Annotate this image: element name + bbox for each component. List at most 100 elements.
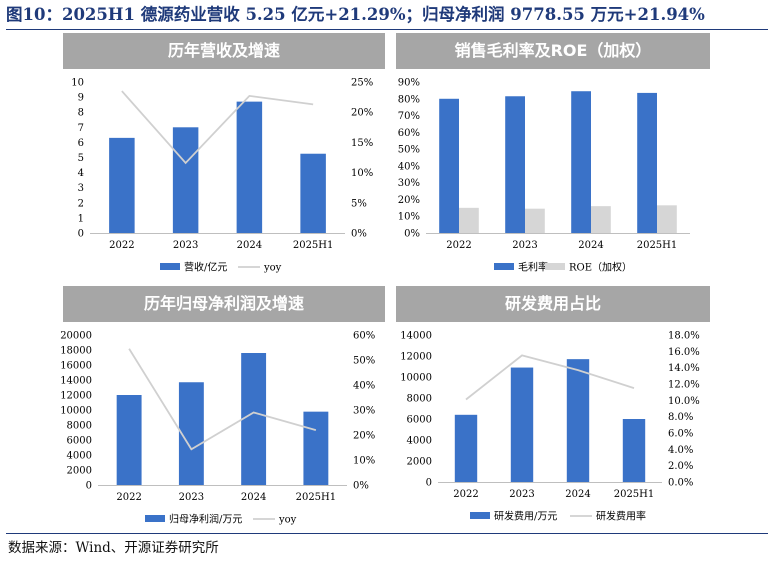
y-tick-label: 9 <box>78 93 84 104</box>
y2-tick-label: 10.0% <box>668 396 700 407</box>
y-tick-label: 0 <box>426 478 432 489</box>
y2-tick-label: 12.0% <box>668 380 700 391</box>
y2-tick-label: 50% <box>353 356 375 367</box>
y2-tick-label: 6.0% <box>668 429 693 440</box>
y-tick-label: 10000 <box>60 406 92 417</box>
y2-tick-label: 4.0% <box>668 445 693 456</box>
x-tick-label: 2024 <box>237 240 262 251</box>
x-tick-label: 2022 <box>109 240 134 251</box>
y-tick-label: 14000 <box>60 376 92 387</box>
panel-title: 历年营收及增速 <box>63 33 385 69</box>
legend-label: yoy <box>278 515 297 526</box>
y2-tick-label: 20% <box>351 108 373 119</box>
y-tick-label: 30% <box>398 178 420 189</box>
legend-label: yoy <box>263 263 282 274</box>
bar <box>637 92 657 234</box>
bar <box>172 127 199 233</box>
y2-tick-label: 14.0% <box>668 363 700 374</box>
revenue-chart-panel: 历年营收及增速 <box>63 33 385 273</box>
y2-tick-label: 10% <box>351 168 373 179</box>
bar <box>591 206 611 233</box>
y-tick-label: 1 <box>78 213 84 224</box>
legend-swatch <box>494 263 514 270</box>
y-tick-label: 20% <box>398 195 420 206</box>
bar <box>459 207 479 233</box>
y-tick-label: 2000 <box>407 457 432 468</box>
y-tick-label: 4000 <box>407 436 432 447</box>
bar <box>454 414 478 482</box>
y2-tick-label: 5% <box>351 198 367 209</box>
y-tick-label: 0 <box>78 229 84 240</box>
y-tick-label: 10% <box>398 212 420 223</box>
y-tick-label: 10000 <box>400 373 432 384</box>
bar <box>505 96 525 233</box>
y-tick-label: 12000 <box>60 391 92 402</box>
series-line <box>465 354 635 401</box>
x-tick-label: 2022 <box>453 489 478 500</box>
panel-title: 研发费用占比 <box>396 286 710 322</box>
legend-label: 营收/亿元 <box>184 261 227 274</box>
bar <box>657 205 677 233</box>
y-tick-label: 8000 <box>407 394 432 405</box>
x-tick-label: 2025H1 <box>296 492 337 503</box>
x-tick-label: 2024 <box>241 492 266 503</box>
legend-label: ROE（加权） <box>569 261 632 274</box>
legend-label: 研发费用率 <box>596 510 646 523</box>
y-tick-label: 10 <box>71 78 84 89</box>
y2-tick-label: 25% <box>351 78 373 89</box>
y-tick-label: 6 <box>78 138 84 149</box>
y2-tick-label: 8.0% <box>668 412 693 423</box>
y-tick-label: 8 <box>78 108 84 119</box>
y2-tick-label: 10% <box>353 456 375 467</box>
net-profit-chart-panel: 历年归母净利润及增速 <box>63 286 385 526</box>
bar <box>566 359 590 482</box>
y2-tick-label: 60% <box>353 331 375 342</box>
figure-title: 图10：2025H1 德源药业营收 5.25 亿元+21.29%；归母净利润 9… <box>6 5 705 24</box>
source-note: 数据来源：Wind、开源证券研究所 <box>8 540 219 556</box>
bar <box>236 101 263 233</box>
bottom-rule <box>6 533 768 534</box>
bar <box>116 395 142 485</box>
bar <box>303 411 329 485</box>
y-tick-label: 7 <box>78 123 84 134</box>
legend-swatch <box>470 512 490 519</box>
y-tick-label: 14000 <box>400 331 432 342</box>
x-tick-label: 2022 <box>446 240 471 251</box>
bar <box>109 137 135 233</box>
y-tick-label: 70% <box>398 111 420 122</box>
x-tick-label: 2025H1 <box>614 489 655 500</box>
y-tick-label: 60% <box>398 128 420 139</box>
y-tick-label: 4000 <box>67 451 92 462</box>
bar <box>571 91 591 233</box>
y2-tick-label: 18.0% <box>668 331 700 342</box>
y-tick-label: 6000 <box>67 436 92 447</box>
rd-expense-chart-panel: 研发费用占比 <box>396 286 710 526</box>
legend-swatch <box>145 515 165 522</box>
y2-tick-label: 16.0% <box>668 347 700 358</box>
panel-title: 销售毛利率及ROE（加权） <box>396 33 710 69</box>
title-rule <box>6 29 768 30</box>
y-tick-label: 12000 <box>400 352 432 363</box>
series-line <box>121 90 314 165</box>
series-line <box>128 348 317 451</box>
legend-swatch <box>545 263 565 270</box>
y-tick-label: 2000 <box>67 466 92 477</box>
x-tick-label: 2023 <box>509 489 534 500</box>
y-tick-label: 3 <box>78 183 84 194</box>
y-tick-label: 40% <box>398 161 420 172</box>
x-tick-label: 2025H1 <box>293 240 334 251</box>
y-tick-label: 50% <box>398 145 420 156</box>
y-tick-label: 2 <box>78 198 84 209</box>
y2-tick-label: 0.0% <box>668 478 693 489</box>
y-tick-label: 4 <box>78 168 84 179</box>
y-tick-label: 16000 <box>60 361 92 372</box>
bar <box>241 353 267 485</box>
x-tick-label: 2023 <box>512 240 537 251</box>
y-tick-label: 8000 <box>67 421 92 432</box>
bar <box>510 367 534 482</box>
x-tick-label: 2024 <box>578 240 603 251</box>
bar <box>525 208 545 233</box>
y2-tick-label: 15% <box>351 138 373 149</box>
y-tick-label: 6000 <box>407 415 432 426</box>
